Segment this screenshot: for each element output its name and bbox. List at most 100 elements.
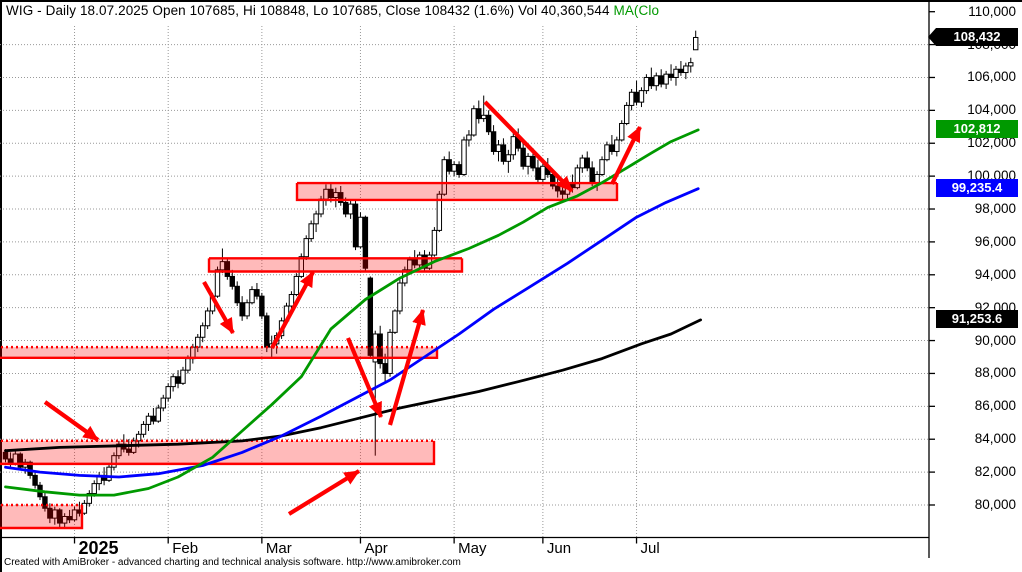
candle-down [239,302,245,317]
axes [0,2,935,558]
candle-up [347,203,354,215]
candle-up [604,144,610,161]
candle-up [688,62,694,67]
candle-up [165,386,171,399]
candle-up [214,269,221,297]
candle-down [658,75,664,85]
candle-down [254,289,260,297]
candle-up [599,159,605,175]
candle-down [490,131,497,152]
ma-value-badge: 91,253.6 [936,310,1018,329]
trend-arrow [270,271,315,349]
candle-down [584,157,590,169]
candle-up [653,75,659,87]
candle-down [446,159,452,172]
candle-up [303,238,309,258]
chart-title-ohlc: WIG - Daily 18.07.2025 Open 107685, Hi 1… [6,3,614,18]
candle-up [683,65,689,74]
candle-down [57,509,63,524]
candle-up [204,310,211,327]
candle-up [574,167,581,189]
candle-down [476,108,482,120]
candle-down [352,203,359,248]
candle-up [185,358,191,371]
candle-up [594,173,600,184]
candle-up [155,407,162,422]
candle-down [535,167,541,180]
candle-up [525,155,531,167]
candle-down [500,144,507,162]
trend-arrow [287,469,361,516]
candle-down [259,295,265,317]
candle-up [293,275,300,296]
candle-down [17,453,23,468]
candle-up [180,369,186,384]
candle-up [86,492,93,504]
candle-up [693,36,699,51]
annotation-arrows [43,100,642,516]
candle-up [643,76,650,92]
candle-down [328,188,334,199]
zone-fill [0,347,437,358]
trend-arrow [610,126,642,185]
candle-down [42,496,48,509]
x-axis-month-label: May [458,540,487,557]
candle-up [140,423,147,435]
candle-up [495,144,502,152]
y-axis-tick-label: 110,000 [968,3,1016,19]
candle-up [195,336,201,348]
y-axis-tick-label: 86,000 [974,398,1016,414]
moving-averages [4,128,702,497]
x-axis-month-label: Apr [364,540,388,557]
gridlines [0,26,929,538]
candle-up [619,123,625,141]
candle-up [61,516,68,524]
trend-arrow [43,400,100,442]
ma-value-badge: 102,812 [936,120,1018,139]
zone-border [295,183,619,202]
zone-fill [0,504,82,529]
candle-down [367,277,374,356]
chart-title: WIG - Daily 18.07.2025 Open 107685, Hi 1… [6,3,928,23]
moving-average-line [4,128,700,497]
x-axis-year-label: 2025 [78,538,119,558]
y-axis-tick-label: 90,000 [974,332,1016,348]
y-axis-tick-label: 102,000 [967,135,1016,151]
candle-down [520,147,526,167]
zone-border [0,440,436,466]
candle-up [244,302,250,317]
candle-down [234,285,240,304]
candle-down [175,376,181,384]
candle-down [633,91,640,103]
moving-average-line [4,318,702,453]
y-axis-tick-label: 98,000 [974,201,1016,217]
candle-up [673,68,679,78]
candle-up [663,73,669,85]
candle-down [550,173,556,187]
candle-up [219,261,226,271]
candle-down [609,144,615,152]
candle-up [116,443,122,457]
candlesticks [2,30,699,529]
candle-down [456,164,462,175]
y-axis-tick-label: 88,000 [974,365,1016,381]
candle-up [160,397,166,409]
candle-up [461,139,467,175]
candle-down [678,68,684,74]
candle-up [308,223,314,240]
candle-up [357,216,364,248]
trend-arrow [346,337,383,418]
candle-down [126,448,132,453]
candle-up [135,433,142,442]
zone-border [0,347,439,360]
y-axis-tick-label: 82,000 [974,464,1016,480]
trend-arrow [483,100,574,193]
y-axis-tick-label: 80,000 [974,496,1016,512]
zone-border [207,258,464,273]
candle-up [111,455,117,468]
y-axis-tick-label: 84,000 [974,431,1016,447]
y-axis-tick-label: 106,000 [967,69,1016,85]
candle-up [333,192,339,199]
